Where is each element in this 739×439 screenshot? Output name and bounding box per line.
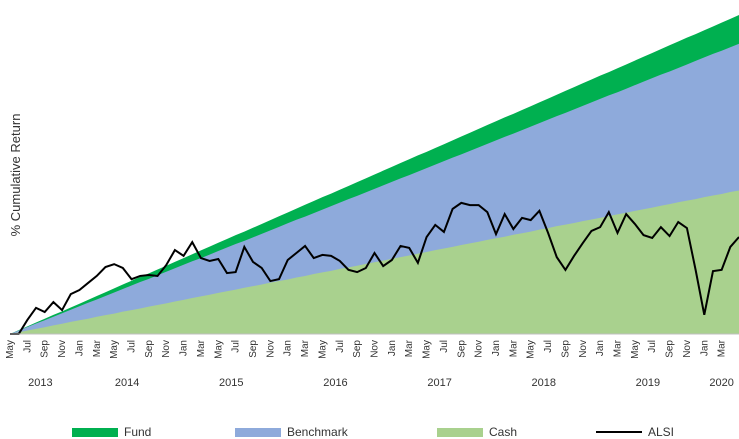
x-tick-label: Jan xyxy=(699,340,710,356)
x-tick-label: Nov xyxy=(474,340,485,358)
legend-swatch xyxy=(72,428,118,437)
x-tick-label: Mar xyxy=(196,339,207,357)
x-tick-label: Jan xyxy=(491,340,502,356)
x-tick-label: Sep xyxy=(248,340,259,358)
x-tick-label: Jan xyxy=(595,340,606,356)
x-tick-label: Sep xyxy=(40,340,51,358)
x-tick-label: Mar xyxy=(717,339,728,357)
x-tick-label: Nov xyxy=(682,340,693,358)
x-tick-label: Nov xyxy=(578,340,589,358)
x-tick-label: Jul xyxy=(231,340,242,353)
x-tick-label: May xyxy=(630,340,641,359)
x-tick-label: Sep xyxy=(456,340,467,358)
year-label: 2013 xyxy=(28,377,52,389)
x-tick-label: Nov xyxy=(265,340,276,358)
x-tick-label: Jan xyxy=(283,340,294,356)
x-tick-label: May xyxy=(213,340,224,359)
x-tick-label: Nov xyxy=(370,340,381,358)
line xyxy=(10,201,739,335)
x-tick-label: Jan xyxy=(387,340,398,356)
x-tick-label: May xyxy=(526,340,537,359)
x-tick-label: Sep xyxy=(144,340,155,358)
x-tick-label: Mar xyxy=(300,339,311,357)
x-tick-label: Sep xyxy=(665,340,676,358)
x-tick-label: Sep xyxy=(352,340,363,358)
x-tick-label: May xyxy=(109,340,120,359)
x-tick-label: May xyxy=(317,340,328,359)
x-tick-label: Sep xyxy=(560,340,571,358)
x-tick-label: Mar xyxy=(404,339,415,357)
legend-swatch xyxy=(235,428,281,437)
year-label: 2015 xyxy=(219,377,243,389)
x-tick-label: Jul xyxy=(439,340,450,353)
x-tick-label: Jul xyxy=(127,340,138,353)
year-label: 2019 xyxy=(636,377,660,389)
x-tick-label: May xyxy=(422,340,433,359)
x-tick-label: Jan xyxy=(179,340,190,356)
year-label: 2020 xyxy=(709,377,733,389)
legend-swatch xyxy=(437,428,483,437)
legend-label: Fund xyxy=(124,425,151,439)
x-tick-label: Nov xyxy=(161,340,172,358)
x-tick-label: Jan xyxy=(74,340,85,356)
x-tick-label: Jul xyxy=(22,340,33,353)
legend-label: Cash xyxy=(489,425,517,439)
x-tick-label: Mar xyxy=(613,339,624,357)
year-label: 2014 xyxy=(115,377,139,389)
x-tick-label: Nov xyxy=(57,340,68,358)
x-tick-label: Jul xyxy=(543,340,554,353)
x-tick-label: Jul xyxy=(335,340,346,353)
x-tick-label: Mar xyxy=(92,339,103,357)
x-tick-label: May xyxy=(5,340,16,359)
year-label: 2016 xyxy=(323,377,347,389)
legend-label: Benchmark xyxy=(287,425,349,439)
x-tick-label: Mar xyxy=(508,339,519,357)
year-label: 2017 xyxy=(427,377,451,389)
x-tick-label: Jul xyxy=(647,340,658,353)
year-label: 2018 xyxy=(531,377,555,389)
y-axis-label: % Cumulative Return xyxy=(8,114,23,237)
area xyxy=(10,190,739,334)
legend-label: ALSI xyxy=(648,425,674,439)
